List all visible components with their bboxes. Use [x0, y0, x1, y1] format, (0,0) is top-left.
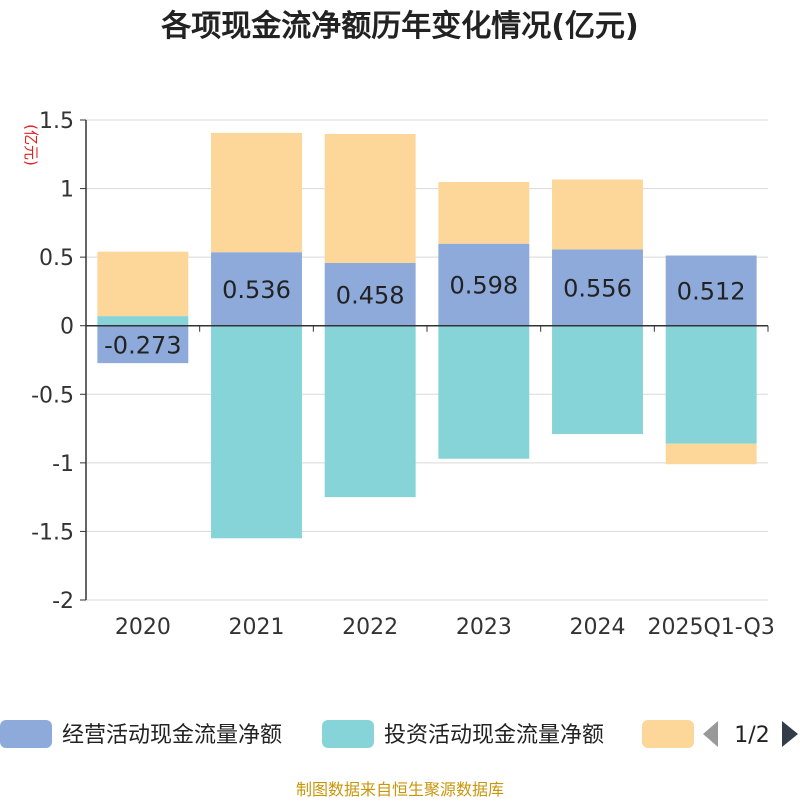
- bar-segment[interactable]: [552, 325, 643, 435]
- x-tick-label: 2020: [115, 615, 171, 640]
- legend-page-indicator: 1/2: [734, 723, 769, 748]
- data-label: 0.512: [677, 278, 746, 306]
- y-tick-label: 0: [60, 315, 74, 340]
- y-tick-label: 0.5: [39, 246, 74, 271]
- bar-segment[interactable]: [552, 249, 643, 326]
- y-tick-label: -1: [52, 452, 74, 477]
- legend-prev-arrow-icon[interactable]: [703, 721, 718, 747]
- chart-title: 各项现金流净额历年变化情况(亿元): [160, 9, 638, 44]
- bar-segment[interactable]: [324, 262, 416, 326]
- y-tick-label: -2: [52, 589, 74, 614]
- y-axis-label: (亿元): [22, 124, 40, 166]
- bar-segment[interactable]: [97, 251, 189, 317]
- data-label: 0.458: [336, 281, 405, 309]
- x-tick-label: 2022: [342, 615, 398, 640]
- bar-segment[interactable]: [211, 132, 302, 253]
- x-tick-label: 2025Q1-Q3: [647, 615, 774, 640]
- bar-segment[interactable]: [97, 316, 189, 326]
- source-note: 制图数据来自恒生聚源数据库: [296, 780, 504, 799]
- bar-segment[interactable]: [97, 325, 189, 364]
- legend-label[interactable]: 经营活动现金流量净额: [62, 723, 282, 748]
- data-label: 0.536: [222, 276, 291, 304]
- bar-segment[interactable]: [552, 179, 643, 250]
- bar-segment[interactable]: [438, 181, 530, 244]
- bar-segment[interactable]: [665, 255, 757, 326]
- bar-segment[interactable]: [211, 252, 302, 326]
- legend-swatch[interactable]: [0, 720, 52, 748]
- x-tick-label: 2023: [456, 615, 512, 640]
- bar-segment[interactable]: [324, 133, 416, 263]
- y-tick-label: -1.5: [31, 520, 74, 545]
- legend-swatch[interactable]: [642, 720, 694, 748]
- y-tick-label: 1: [60, 178, 74, 203]
- data-label: 0.556: [563, 275, 632, 303]
- data-label: 0.598: [449, 272, 518, 300]
- legend-label[interactable]: 投资活动现金流量净额: [384, 723, 604, 748]
- legend-swatch[interactable]: [322, 720, 374, 748]
- legend-next-arrow-icon[interactable]: [782, 721, 798, 747]
- y-tick-label: -0.5: [31, 383, 74, 408]
- x-tick-label: 2024: [570, 615, 626, 640]
- bar-segment[interactable]: [438, 243, 530, 326]
- x-tick-label: 2021: [229, 615, 285, 640]
- bar-segment[interactable]: [665, 325, 757, 444]
- bar-segment[interactable]: [324, 325, 416, 498]
- y-tick-label: 1.5: [39, 109, 74, 134]
- bar-segment[interactable]: [438, 325, 530, 459]
- data-label: -0.273: [104, 331, 181, 359]
- bar-segment[interactable]: [665, 443, 757, 465]
- bar-segment[interactable]: [211, 325, 302, 539]
